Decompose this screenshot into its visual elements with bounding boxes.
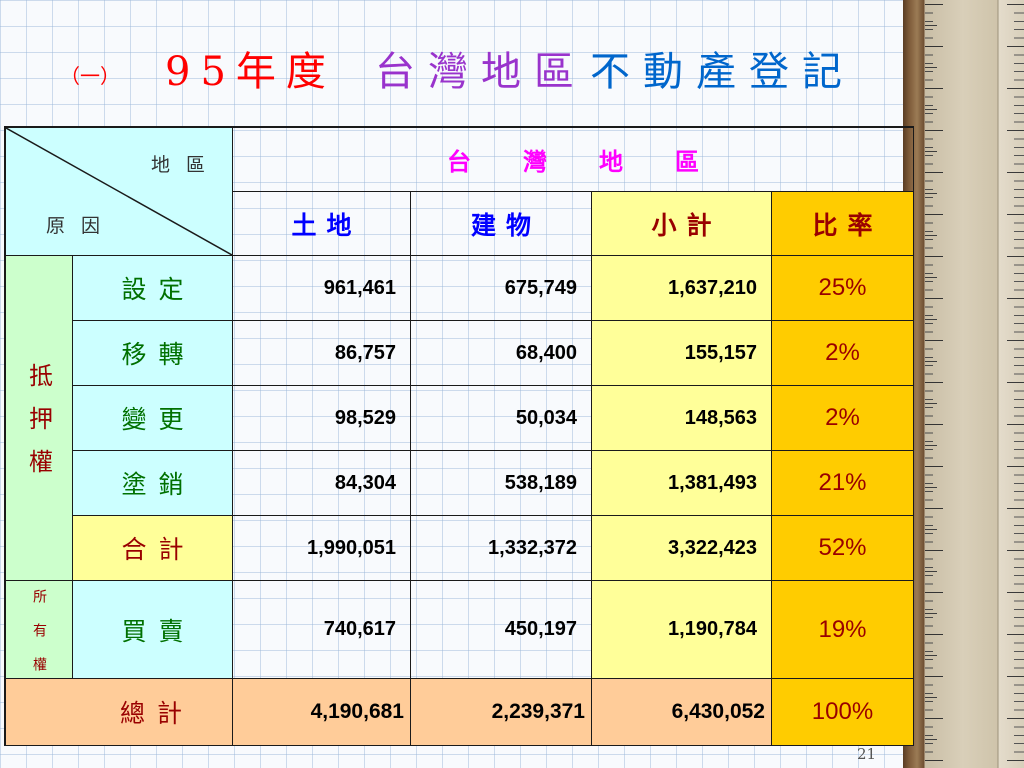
building-value: 538,189 (411, 451, 592, 516)
subtotal-value: 3,322,423 (592, 516, 772, 581)
ruler-tick-marks (925, 4, 943, 764)
building-value: 675,749 (411, 256, 592, 321)
page-number: 21 (857, 745, 877, 763)
land-value: 86,757 (233, 321, 411, 386)
ruler-decoration (903, 0, 1024, 768)
region-header: 台 灣 地 區 (233, 128, 914, 192)
ratio-value: 21% (772, 451, 914, 516)
land-value: 740,617 (233, 581, 411, 679)
total-label: 總計 (6, 679, 233, 746)
row-label: 合計 (73, 516, 233, 581)
total-land-value: 4,190,681 (233, 679, 411, 746)
subtotal-value: 1,381,493 (592, 451, 772, 516)
total-building-value: 2,239,371 (411, 679, 592, 746)
land-value: 98,529 (233, 386, 411, 451)
group-cell-mortgage: 抵押權 (6, 256, 73, 581)
ruler-tick-marks (1007, 4, 1024, 764)
corner-diagonal-line (6, 128, 232, 255)
column-header-ratio: 比率 (772, 192, 914, 256)
group-cell-ownership: 所有權 (6, 581, 73, 679)
title-prefix: （一） (60, 64, 120, 88)
row-label: 設定 (73, 256, 233, 321)
total-subtotal-value: 6,430,052 (592, 679, 772, 746)
title-subject: 不動產登記 (590, 49, 855, 95)
ratio-value: 52% (772, 516, 914, 581)
ratio-value: 2% (772, 386, 914, 451)
land-value: 84,304 (233, 451, 411, 516)
subtotal-value: 1,637,210 (592, 256, 772, 321)
subtotal-value: 1,190,784 (592, 581, 772, 679)
land-value: 1,990,051 (233, 516, 411, 581)
row-label: 變更 (73, 386, 233, 451)
row-label: 塗銷 (73, 451, 233, 516)
group-label-ownership: 所有權 (31, 588, 47, 679)
ratio-value: 2% (772, 321, 914, 386)
ratio-value: 25% (772, 256, 914, 321)
registration-table: 地 區 原 因 台 灣 地 區 土地 建物 小計 比率 抵押權 設定 961,4… (4, 126, 914, 746)
total-ratio-value: 100% (772, 679, 914, 746)
building-value: 1,332,372 (411, 516, 592, 581)
land-value: 961,461 (233, 256, 411, 321)
row-label: 移轉 (73, 321, 233, 386)
column-header-land: 土地 (233, 192, 411, 256)
subtotal-value: 148,563 (592, 386, 772, 451)
row-label: 買賣 (73, 581, 233, 679)
table-corner-header: 地 區 原 因 (6, 128, 233, 256)
subtotal-value: 155,157 (592, 321, 772, 386)
group-label-mortgage: 抵押權 (24, 363, 53, 492)
building-value: 68,400 (411, 321, 592, 386)
ratio-value: 19% (772, 581, 914, 679)
title-year: 95年度 (165, 49, 336, 95)
column-header-building: 建物 (411, 192, 592, 256)
building-value: 50,034 (411, 386, 592, 451)
corner-region-label: 地 區 (151, 154, 211, 176)
title-region: 台灣地區 (375, 49, 587, 95)
column-header-subtotal: 小計 (592, 192, 772, 256)
corner-reason-label: 原 因 (46, 215, 106, 237)
building-value: 450,197 (411, 581, 592, 679)
